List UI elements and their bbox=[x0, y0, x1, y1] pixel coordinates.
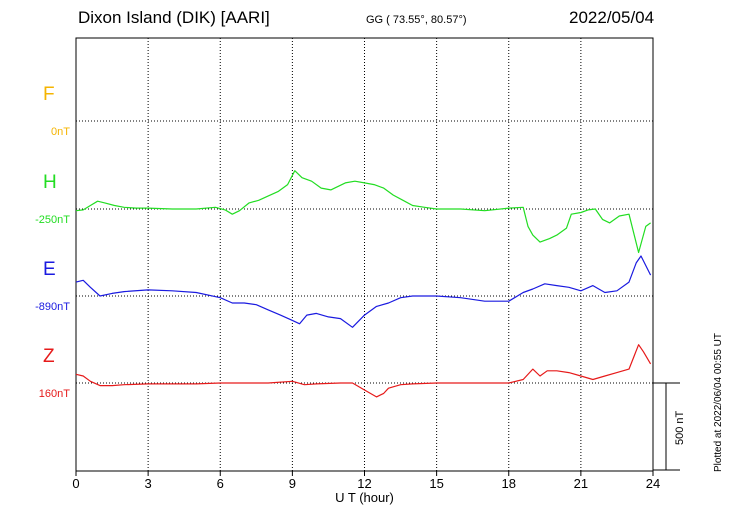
trace-h bbox=[75, 170, 651, 254]
x-tick-label: 24 bbox=[646, 476, 660, 491]
x-tick-label: 12 bbox=[357, 476, 371, 491]
x-axis: 0 3 6 9 12 15 18 21 24 U T (hour) bbox=[72, 471, 660, 505]
x-tick-label: 0 bbox=[72, 476, 79, 491]
component-label-z: Z bbox=[43, 346, 55, 367]
x-tick-label: 9 bbox=[289, 476, 296, 491]
scale-bar: 500 nT bbox=[653, 382, 686, 471]
component-baseline-z: 160nT bbox=[38, 388, 70, 400]
station-coordinates: GG ( 73.55°, 80.57°) bbox=[366, 14, 467, 26]
trace-z bbox=[75, 344, 652, 398]
component-baseline-h: -250nT bbox=[35, 214, 70, 226]
x-axis-label: U T (hour) bbox=[335, 490, 394, 505]
gridlines bbox=[76, 38, 653, 471]
plot-date: 2022/05/04 bbox=[569, 8, 655, 27]
component-baseline-e: -890nT bbox=[35, 301, 70, 313]
x-tick-label: 18 bbox=[502, 476, 516, 491]
trace-e bbox=[75, 255, 652, 328]
component-label-f: F bbox=[43, 84, 55, 105]
station-title: Dixon Island (DIK) [AARI] bbox=[78, 8, 270, 27]
x-tick-label: 6 bbox=[217, 476, 224, 491]
x-tick-label: 15 bbox=[429, 476, 443, 491]
x-tick-label: 21 bbox=[574, 476, 588, 491]
component-baseline-f: 0nT bbox=[51, 126, 70, 138]
x-tick-label: 3 bbox=[145, 476, 152, 491]
component-label-h: H bbox=[43, 172, 57, 193]
component-label-e: E bbox=[43, 259, 56, 280]
traces bbox=[75, 170, 652, 398]
scale-bar-label: 500 nT bbox=[674, 410, 686, 445]
